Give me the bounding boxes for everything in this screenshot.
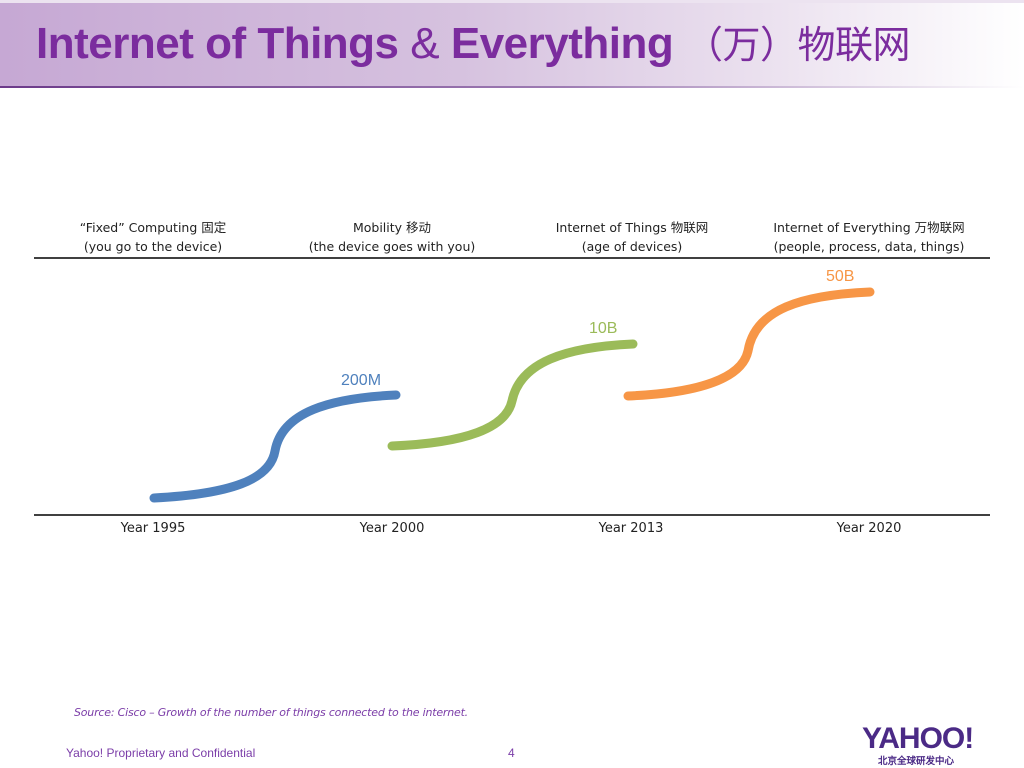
source-note: Source: Cisco – Growth of the number of … xyxy=(74,706,468,719)
title-top-line xyxy=(0,0,1024,3)
curve-2000-2013 xyxy=(387,339,638,451)
era-heading-line2: (age of devices) xyxy=(581,239,683,254)
title-chinese: （万）物联网 xyxy=(684,23,911,67)
top-rule xyxy=(34,257,990,259)
era-heading-line1: Internet of Things 物联网 xyxy=(555,220,709,235)
era-heading-line1: Mobility 移动 xyxy=(352,220,432,235)
confidential-notice: Yahoo! Proprietary and Confidential xyxy=(66,746,256,760)
title-ampersand: & xyxy=(410,19,440,68)
era-heading-ioe: Internet of Everything 万物联网 (people, pro… xyxy=(759,218,979,256)
title-part-1: Internet of Things xyxy=(36,19,399,68)
value-label-50b: 50B xyxy=(826,268,855,285)
era-heading-fixed: “Fixed” Computing 固定 (you go to the devi… xyxy=(43,218,263,256)
title-part-2: Everything xyxy=(450,19,674,68)
title-band: Internet of Things & Everything （万）物联网 xyxy=(0,0,1024,88)
curve-1995-2000 xyxy=(149,390,401,503)
value-label-10b: 10B xyxy=(589,320,618,337)
year-label-2013: Year 2013 xyxy=(598,521,664,536)
title-bottom-line xyxy=(0,86,1024,88)
year-label-2000: Year 2000 xyxy=(359,521,425,536)
year-label-2020: Year 2020 xyxy=(836,521,902,536)
era-heading-line1: Internet of Everything 万物联网 xyxy=(773,220,965,235)
era-heading-line2: (the device goes with you) xyxy=(308,239,476,254)
value-label-200m: 200M xyxy=(341,372,382,389)
yahoo-logo: YAHOO! 北京全球研发中心 xyxy=(862,722,982,768)
era-heading-iot: Internet of Things 物联网 (age of devices) xyxy=(522,218,742,256)
era-heading-line2: (people, process, data, things) xyxy=(773,239,965,254)
era-heading-line2: (you go to the device) xyxy=(83,239,223,254)
curve-2013-2020 xyxy=(623,287,875,401)
year-label-1995: Year 1995 xyxy=(120,521,186,536)
slide-title: Internet of Things & Everything （万）物联网 xyxy=(36,18,911,71)
era-heading-mobility: Mobility 移动 (the device goes with you) xyxy=(282,218,502,256)
page-number: 4 xyxy=(508,746,515,760)
logo-subtext: 北京全球研发中心 xyxy=(878,756,955,767)
era-heading-line1: “Fixed” Computing 固定 xyxy=(79,220,227,235)
baseline-rule xyxy=(34,514,990,516)
logo-wordmark: YAHOO! xyxy=(862,722,974,755)
